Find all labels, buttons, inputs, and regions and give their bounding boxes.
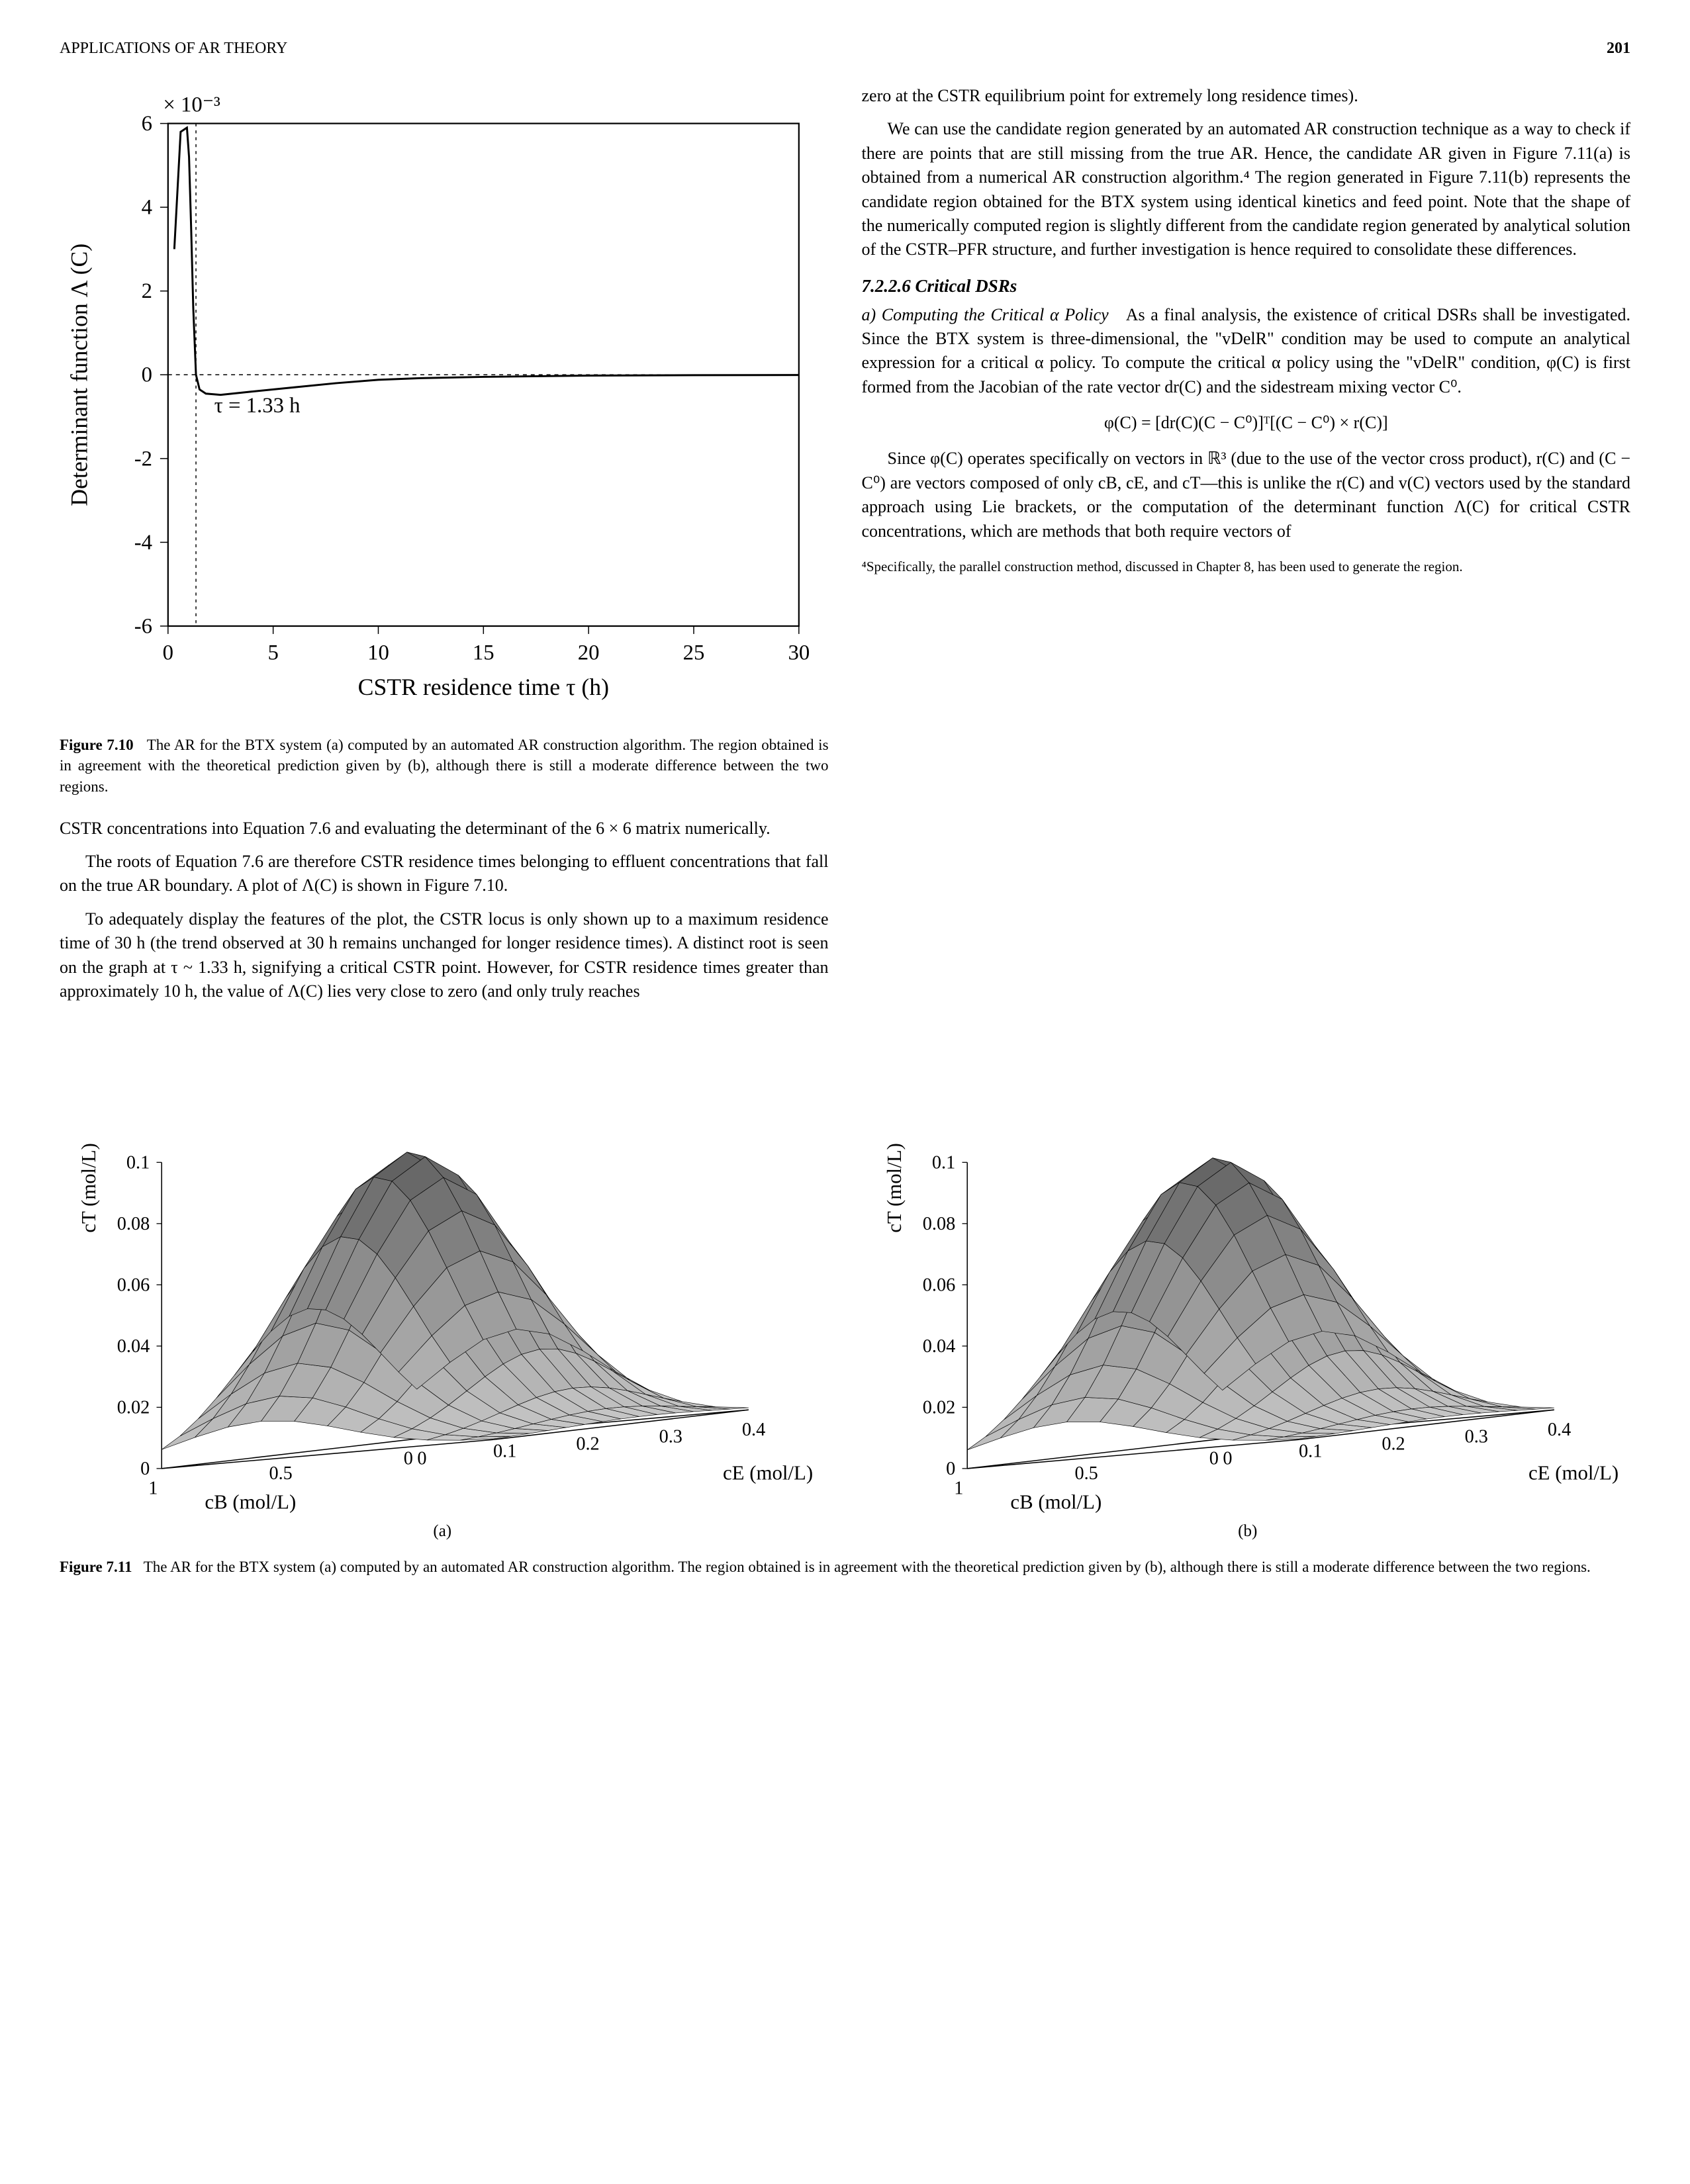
figure-7-11-label: Figure 7.11 xyxy=(60,1559,132,1575)
svg-text:cT (mol/L): cT (mol/L) xyxy=(77,1143,100,1233)
svg-text:0: 0 xyxy=(142,363,152,387)
svg-text:0: 0 xyxy=(163,641,173,665)
subsection-a-prefix: a) Computing the Critical α Policy xyxy=(862,305,1109,324)
svg-text:6: 6 xyxy=(142,112,152,136)
left-paragraph-1: CSTR concentrations into Equation 7.6 an… xyxy=(60,817,829,841)
determinant-chart-svg: × 10⁻³ 0 5 10 15 20 25 30 -6 -4 -2 0 2 4 6 τ = 1.33 h CS… xyxy=(60,84,829,715)
svg-text:15: 15 xyxy=(473,641,494,665)
subsection-a: a) Computing the Critical α Policy As a … xyxy=(862,303,1631,400)
svg-text:0.02: 0.02 xyxy=(117,1398,150,1418)
header-left: APPLICATIONS OF AR THEORY xyxy=(60,40,287,58)
svg-text:cB (mol/L): cB (mol/L) xyxy=(1010,1491,1102,1514)
svg-text:25: 25 xyxy=(683,641,705,665)
svg-text:10: 10 xyxy=(367,641,389,665)
svg-text:0: 0 xyxy=(1223,1449,1232,1469)
footnote-4: ⁴Specifically, the parallel construction… xyxy=(862,558,1631,576)
svg-text:cB (mol/L): cB (mol/L) xyxy=(205,1491,296,1514)
svg-text:30: 30 xyxy=(788,641,810,665)
section-7-2-2-6-heading: 7.2.2.6 Critical DSRs xyxy=(862,274,1631,299)
figure-7-11-caption-text: The AR for the BTX system (a) computed b… xyxy=(144,1559,1591,1575)
right-paragraph-3: Since φ(C) operates specifically on vect… xyxy=(862,447,1631,543)
svg-text:0.1: 0.1 xyxy=(493,1441,516,1462)
two-column-layout: × 10⁻³ 0 5 10 15 20 25 30 -6 -4 -2 0 2 4 6 τ = 1.33 h CS… xyxy=(60,84,1630,1013)
svg-text:5: 5 xyxy=(267,641,278,665)
svg-text:0.04: 0.04 xyxy=(922,1336,955,1357)
svg-text:0.08: 0.08 xyxy=(117,1214,150,1234)
svg-text:0.4: 0.4 xyxy=(1547,1420,1570,1440)
figure-7-11-a-sublabel: (a) xyxy=(433,1522,451,1541)
figure-7-11-a-wrap: 00.020.040.060.080.100.5100.10.20.30.4cB… xyxy=(60,1039,825,1541)
svg-text:0.04: 0.04 xyxy=(117,1336,150,1357)
left-column: × 10⁻³ 0 5 10 15 20 25 30 -6 -4 -2 0 2 4 6 τ = 1.33 h CS… xyxy=(60,84,829,1013)
page-number: 201 xyxy=(1607,40,1630,58)
svg-text:1: 1 xyxy=(954,1479,963,1499)
svg-text:0.06: 0.06 xyxy=(117,1275,150,1296)
svg-text:Determinant function Λ (C): Determinant function Λ (C) xyxy=(66,244,93,506)
svg-text:cE (mol/L): cE (mol/L) xyxy=(723,1462,813,1484)
svg-text:2: 2 xyxy=(142,279,152,303)
svg-text:0.1: 0.1 xyxy=(126,1153,150,1173)
svg-text:0.02: 0.02 xyxy=(922,1398,955,1418)
svg-text:0.4: 0.4 xyxy=(742,1420,765,1440)
svg-text:0.08: 0.08 xyxy=(922,1214,955,1234)
svg-text:0.1: 0.1 xyxy=(931,1153,955,1173)
svg-text:CSTR residence time τ (h): CSTR residence time τ (h) xyxy=(358,674,609,700)
svg-text:0.2: 0.2 xyxy=(1382,1434,1405,1455)
svg-text:1: 1 xyxy=(148,1479,158,1499)
svg-text:0.1: 0.1 xyxy=(1299,1441,1322,1462)
svg-text:× 10⁻³: × 10⁻³ xyxy=(163,93,220,117)
figure-7-10-caption-text: The AR for the BTX system (a) computed b… xyxy=(60,737,829,794)
svg-text:0.5: 0.5 xyxy=(1074,1463,1098,1484)
svg-text:4: 4 xyxy=(142,196,152,220)
svg-text:20: 20 xyxy=(578,641,600,665)
svg-text:0.06: 0.06 xyxy=(922,1275,955,1296)
svg-text:0.5: 0.5 xyxy=(269,1463,292,1484)
svg-text:0: 0 xyxy=(1209,1449,1218,1469)
svg-text:-4: -4 xyxy=(134,531,152,555)
figure-7-10-caption: Figure 7.10 The AR for the BTX system (a… xyxy=(60,735,829,796)
figure-7-11-b-wrap: 00.020.040.060.080.100.5100.10.20.30.4cB… xyxy=(865,1039,1631,1541)
right-paragraph-2: We can use the candidate region generate… xyxy=(862,117,1631,261)
figure-7-11-a-svg: 00.020.040.060.080.100.5100.10.20.30.4cB… xyxy=(60,1039,825,1516)
svg-text:0: 0 xyxy=(417,1449,426,1469)
right-column: zero at the CSTR equilibrium point for e… xyxy=(862,84,1631,1013)
left-paragraph-3: To adequately display the features of th… xyxy=(60,907,829,1004)
svg-text:0: 0 xyxy=(946,1459,955,1479)
figure-7-10-chart: × 10⁻³ 0 5 10 15 20 25 30 -6 -4 -2 0 2 4 6 τ = 1.33 h CS… xyxy=(60,84,829,721)
svg-text:0: 0 xyxy=(404,1449,413,1469)
svg-text:0.2: 0.2 xyxy=(576,1434,599,1455)
page-header: APPLICATIONS OF AR THEORY 201 xyxy=(60,40,1630,58)
svg-text:-6: -6 xyxy=(134,614,152,638)
figure-7-10-label: Figure 7.10 xyxy=(60,737,134,753)
svg-text:cT (mol/L): cT (mol/L) xyxy=(882,1143,905,1233)
svg-text:0.3: 0.3 xyxy=(1464,1427,1487,1447)
svg-text:-2: -2 xyxy=(134,447,152,471)
svg-text:cE (mol/L): cE (mol/L) xyxy=(1528,1462,1618,1484)
figure-7-11-caption: Figure 7.11 The AR for the BTX system (a… xyxy=(60,1557,1630,1577)
equation-phi-c: φ(C) = [dr(C)(C − C⁰)]ᵀ[(C − C⁰) × r(C)] xyxy=(862,411,1631,435)
right-paragraph-1: zero at the CSTR equilibrium point for e… xyxy=(862,84,1631,108)
svg-text:0: 0 xyxy=(140,1459,150,1479)
svg-text:0.3: 0.3 xyxy=(659,1427,682,1447)
svg-text:τ = 1.33 h: τ = 1.33 h xyxy=(214,394,301,418)
figure-7-11-b-svg: 00.020.040.060.080.100.5100.10.20.30.4cB… xyxy=(865,1039,1631,1516)
figure-7-11-b-sublabel: (b) xyxy=(1238,1522,1257,1541)
left-paragraph-2: The roots of Equation 7.6 are therefore … xyxy=(60,850,829,898)
figure-7-11-row: 00.020.040.060.080.100.5100.10.20.30.4cB… xyxy=(60,1039,1630,1541)
